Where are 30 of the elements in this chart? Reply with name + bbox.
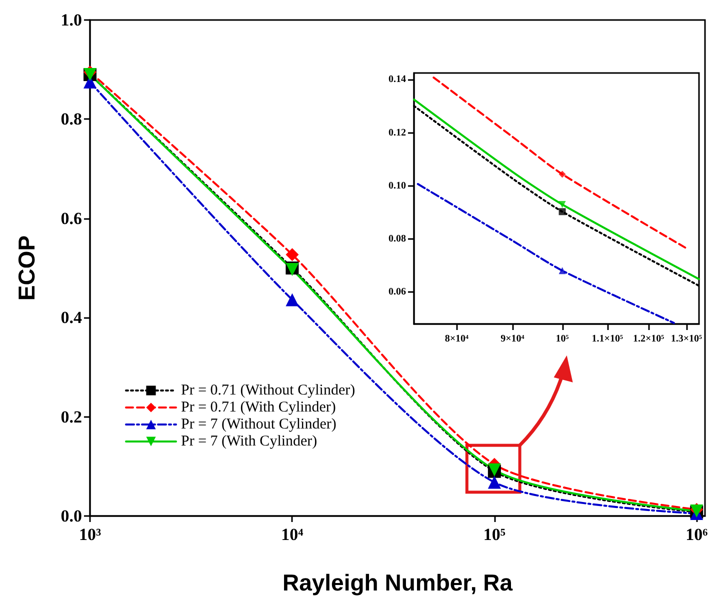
x-tick-label: 1.2×10⁵	[632, 334, 664, 344]
y-tick-label: 0.2	[60, 407, 82, 426]
x-tick-label: 10⁵	[556, 334, 569, 344]
x-tick-label: 10⁴	[281, 525, 304, 544]
y-tick-label: 0.8	[60, 110, 82, 129]
x-axis-title: Rayleigh Number, Ra	[282, 570, 513, 596]
legend-label: Pr = 0.71 (Without Cylinder)	[181, 382, 356, 398]
y-tick-label: 0.12	[388, 127, 406, 138]
y-tick-label: 0.10	[388, 180, 406, 192]
legend-label: Pr = 7 (With Cylinder)	[181, 434, 318, 450]
legend-label: Pr = 0.71 (With Cylinder)	[181, 400, 336, 416]
y-tick-label: 0.4	[60, 308, 82, 328]
legend-label: Pr = 7 (Without Cylinder)	[181, 416, 336, 432]
x-tick-label: 1.3×10⁵	[670, 334, 702, 344]
point	[286, 248, 299, 262]
y-tick-label: 0.6	[60, 208, 82, 228]
x-tick-label: 10⁵	[483, 525, 506, 544]
y-tick-label: 0.0	[60, 506, 82, 526]
point	[286, 293, 299, 306]
x-tick-label: 10³	[78, 525, 102, 544]
y-axis-title: ECOP	[14, 235, 40, 301]
x-tick-label: 8×10⁴	[444, 334, 469, 344]
x-tick-label: 10⁶	[686, 525, 708, 544]
y-tick-label: 0.06	[388, 286, 406, 298]
y-tick-label: 1.0	[60, 10, 82, 30]
x-tick-label: 9×10⁴	[500, 334, 524, 344]
y-tick-label: 0.14	[388, 74, 406, 86]
y-tick-label: 0.08	[388, 234, 406, 245]
point	[488, 476, 501, 489]
x-tick-label: 1.1×10⁵	[592, 334, 623, 344]
